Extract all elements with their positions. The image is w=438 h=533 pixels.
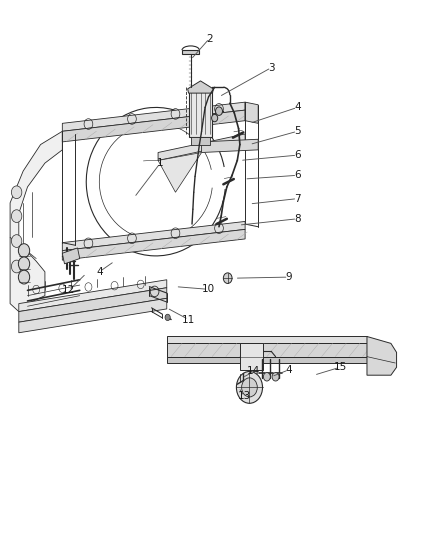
Polygon shape [182, 50, 199, 54]
Text: 13: 13 [238, 391, 251, 401]
Text: 8: 8 [294, 214, 300, 224]
Text: 14: 14 [247, 367, 261, 376]
Circle shape [263, 373, 270, 381]
Polygon shape [62, 229, 245, 260]
Polygon shape [19, 280, 167, 312]
Circle shape [11, 210, 22, 222]
Text: 6: 6 [294, 150, 300, 160]
Text: 12: 12 [62, 285, 75, 295]
Polygon shape [62, 221, 245, 251]
Polygon shape [62, 248, 80, 264]
Text: 1: 1 [157, 158, 163, 168]
Polygon shape [167, 357, 367, 363]
Circle shape [18, 257, 30, 271]
Text: 9: 9 [285, 272, 292, 282]
Polygon shape [188, 89, 212, 136]
Polygon shape [19, 288, 167, 322]
Polygon shape [187, 81, 213, 93]
Text: 10: 10 [201, 284, 215, 294]
Circle shape [11, 186, 22, 199]
Polygon shape [10, 131, 62, 312]
Text: 4: 4 [96, 267, 102, 277]
Circle shape [272, 373, 279, 381]
Circle shape [165, 314, 170, 320]
Text: 6: 6 [294, 171, 300, 180]
Text: 3: 3 [268, 63, 275, 72]
Text: 15: 15 [333, 362, 346, 372]
Polygon shape [62, 110, 245, 142]
Circle shape [223, 273, 232, 284]
Polygon shape [62, 102, 245, 131]
Circle shape [11, 235, 22, 247]
Polygon shape [201, 139, 258, 152]
Text: 4: 4 [294, 102, 300, 112]
Circle shape [11, 260, 22, 273]
Circle shape [237, 372, 262, 403]
Polygon shape [167, 336, 367, 343]
Text: 11: 11 [182, 314, 195, 325]
Text: 4: 4 [285, 365, 292, 375]
Polygon shape [158, 134, 245, 160]
Polygon shape [245, 102, 258, 123]
Polygon shape [19, 298, 167, 333]
Text: 7: 7 [294, 193, 300, 204]
Text: 5: 5 [294, 126, 300, 136]
Circle shape [242, 378, 257, 397]
Circle shape [18, 244, 30, 257]
Polygon shape [167, 343, 367, 357]
Polygon shape [240, 343, 262, 370]
Circle shape [215, 107, 223, 115]
Polygon shape [367, 336, 396, 375]
Polygon shape [158, 152, 201, 192]
Circle shape [18, 270, 30, 284]
Circle shape [212, 114, 218, 122]
Polygon shape [191, 136, 210, 144]
Text: 2: 2 [206, 34, 213, 44]
